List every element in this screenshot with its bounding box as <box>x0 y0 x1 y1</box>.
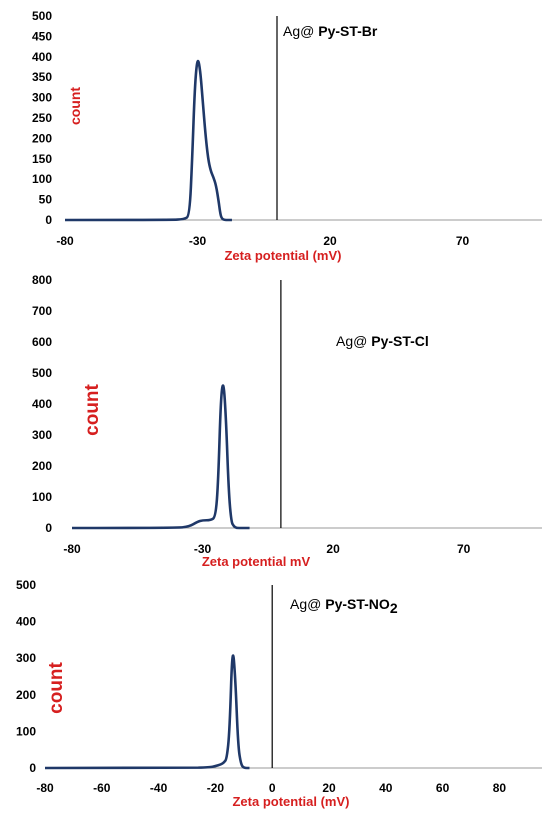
panel-1-series-line <box>64 59 232 222</box>
panel-3-x-tick-label: -80 <box>36 781 54 795</box>
panel-2-annotation: Ag@ Py-ST-Cl <box>336 333 429 349</box>
panel-2-y-tick-label: 100 <box>32 490 52 504</box>
panel-3-y-tick-label: 300 <box>16 651 36 665</box>
panel-3-annotation: Ag@ Py-ST-NO2 <box>290 596 398 616</box>
panel-2-x-axis-label: Zeta potential mV <box>202 554 311 569</box>
panel-3-x-tick-label: -20 <box>207 781 225 795</box>
panel-3-x-axis-label: Zeta potential (mV) <box>232 794 349 809</box>
panel-2-y-axis-label: count <box>82 383 103 435</box>
panel-2-series-line <box>71 384 250 530</box>
panel-3-x-tick-label: 0 <box>269 781 276 795</box>
panel-1-y-tick-label: 250 <box>32 111 52 125</box>
panel-1-x-tick-label: 70 <box>456 234 470 248</box>
panel-1-y-tick-label: 350 <box>32 70 52 84</box>
panel-3-y-tick-label: 500 <box>16 578 36 592</box>
panel-1-annotation-prefix: Ag@ <box>283 23 318 39</box>
panel-1-y-tick-label: 450 <box>32 29 52 43</box>
panel-2-x-tick-label: -80 <box>63 542 81 556</box>
panel-3-y-tick-label: 100 <box>16 724 36 738</box>
panel-2-y-tick-label: 400 <box>32 397 52 411</box>
panel-3-annotation-subscript: 2 <box>390 600 398 616</box>
panel-2-y-tick-label: 600 <box>32 335 52 349</box>
panel-py-st-no2: 0 100 200 300 400 500 -80 -60 -40 -20 0 20 40 60 80 A… <box>16 578 542 809</box>
panel-1-x-tick-label: 20 <box>323 234 337 248</box>
panel-1-x-tick-label: -80 <box>56 234 74 248</box>
panel-2-x-tick-label: 20 <box>326 542 340 556</box>
panel-3-y-ticks: 0 100 200 300 400 500 <box>16 578 36 775</box>
panel-2-y-tick-label: 200 <box>32 459 52 473</box>
panel-3-y-tick-label: 200 <box>16 688 36 702</box>
panel-3-series-line <box>44 654 250 770</box>
panel-1-y-tick-label: 100 <box>32 172 52 186</box>
panel-3-x-tick-label: -40 <box>150 781 168 795</box>
panel-3-y-tick-label: 400 <box>16 615 36 629</box>
panel-2-y-tick-label: 500 <box>32 366 52 380</box>
panel-1-y-tick-label: 500 <box>32 9 52 23</box>
panel-1-annotation-main: Py-ST-Br <box>318 23 378 39</box>
panel-2-y-ticks: 0 100 200 300 400 500 600 700 800 <box>32 273 52 535</box>
panel-3-x-tick-label: 80 <box>493 781 507 795</box>
panel-2-y-tick-label: 300 <box>32 428 52 442</box>
panel-1-y-tick-label: 400 <box>32 50 52 64</box>
panel-3-x-tick-label: -60 <box>93 781 111 795</box>
panel-3-y-axis-label: count <box>46 661 67 713</box>
panel-1-y-tick-label: 300 <box>32 91 52 105</box>
panel-3-x-ticks: -80 -60 -40 -20 0 20 40 60 80 <box>36 781 506 795</box>
panel-1-y-tick-label: 0 <box>45 213 52 227</box>
panel-1-x-tick-label: -30 <box>189 234 207 248</box>
panel-3-y-tick-label: 0 <box>29 761 36 775</box>
panel-2-annotation-prefix: Ag@ <box>336 333 371 349</box>
panel-1-y-tick-label: 50 <box>39 193 53 207</box>
panel-3-x-tick-label: 40 <box>379 781 393 795</box>
panel-2-x-ticks: -80 -30 20 70 <box>63 542 470 556</box>
panel-2-y-tick-label: 800 <box>32 273 52 287</box>
panel-2-y-tick-label: 0 <box>45 521 52 535</box>
panel-py-st-cl: 0 100 200 300 400 500 600 700 800 -80 -30 20 70 Ag@… <box>32 273 542 569</box>
panel-1-annotation: Ag@ Py-ST-Br <box>283 23 378 39</box>
panel-3-x-tick-label: 60 <box>436 781 450 795</box>
panel-2-x-tick-label: 70 <box>457 542 471 556</box>
panel-2-x-tick-label: -30 <box>194 542 212 556</box>
panel-2-annotation-main: Py-ST-Cl <box>371 333 429 349</box>
panel-1-y-tick-label: 150 <box>32 152 52 166</box>
panel-3-annotation-prefix: Ag@ <box>290 596 325 612</box>
panel-3-annotation-main: Py-ST-NO <box>325 596 390 612</box>
panel-1-y-tick-label: 200 <box>32 131 52 145</box>
panel-1-x-ticks: -80 -30 20 70 <box>56 234 469 248</box>
panel-py-st-br: 0 50 100 150 200 250 300 350 400 450 500 -80 -30 20 7… <box>32 9 542 263</box>
panel-1-y-axis-label: count <box>67 87 83 125</box>
panel-3-x-tick-label: 20 <box>322 781 336 795</box>
panel-1-x-axis-label: Zeta potential (mV) <box>224 248 341 263</box>
panel-2-y-tick-label: 700 <box>32 304 52 318</box>
panel-1-y-ticks: 0 50 100 150 200 250 300 350 400 450 500 <box>32 9 52 227</box>
